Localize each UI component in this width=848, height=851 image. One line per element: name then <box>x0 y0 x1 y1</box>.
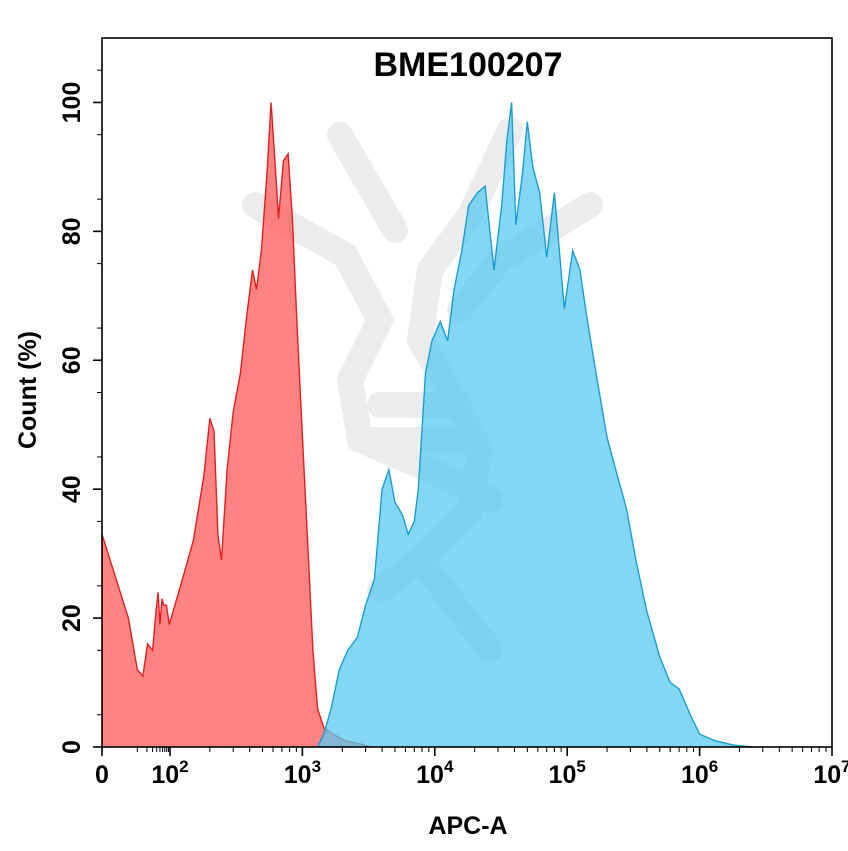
histogram-fill-2 <box>317 102 753 747</box>
x-tick-label: 0 <box>95 761 109 789</box>
x-axis-title: APC-A <box>428 812 507 840</box>
y-axis-title: Count (%) <box>14 331 42 449</box>
x-tick-label: 107 <box>813 757 848 789</box>
y-tick-label: 40 <box>58 475 86 503</box>
histogram-fill-1 <box>102 102 372 747</box>
y-tick-label: 100 <box>58 82 86 124</box>
x-tick-label: 105 <box>549 757 586 789</box>
y-tick-label: 20 <box>58 604 86 632</box>
x-tick-label: 106 <box>681 757 718 789</box>
histogram-line-2 <box>316 102 753 748</box>
x-tick-label: 102 <box>151 757 188 789</box>
chart-title: BME100207 <box>373 46 562 84</box>
y-tick-label: 60 <box>58 346 86 374</box>
y-tick-label: 0 <box>58 740 86 754</box>
x-tick-label: 104 <box>416 757 454 789</box>
histogram-line-1 <box>101 102 372 748</box>
x-tick-label: 103 <box>284 757 321 789</box>
y-tick-label: 80 <box>58 217 86 245</box>
